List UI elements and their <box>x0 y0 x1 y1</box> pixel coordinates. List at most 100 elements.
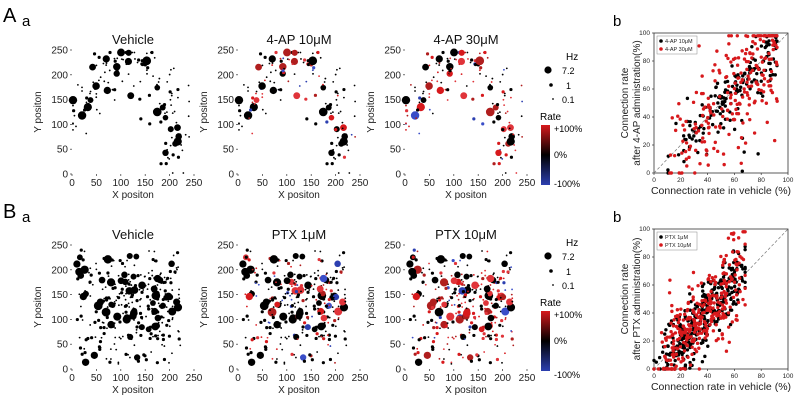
data-point <box>683 149 688 154</box>
neuron-point <box>159 288 162 291</box>
neuron-point <box>479 72 481 75</box>
neuron-point <box>247 319 250 321</box>
neuron-point <box>430 318 434 322</box>
x-axis-label: X positon <box>278 385 320 396</box>
neuron-point <box>162 149 169 157</box>
neuron-point <box>421 282 424 285</box>
data-point <box>739 135 744 140</box>
neuron-point <box>322 297 326 301</box>
neuron-point <box>79 292 88 301</box>
neuron-point <box>420 97 427 103</box>
data-point <box>660 340 664 344</box>
neuron-point <box>484 322 493 331</box>
neuron-point <box>499 156 502 159</box>
neuron-point <box>279 312 288 321</box>
neuron-point <box>507 124 514 131</box>
neuron-point <box>102 55 110 63</box>
neuron-point <box>121 80 124 83</box>
neuron-point <box>283 67 286 70</box>
data-point <box>728 305 732 309</box>
data-point <box>682 346 687 350</box>
neuron-point <box>460 73 463 76</box>
neuron-point <box>294 306 297 308</box>
neuron-point <box>328 316 331 319</box>
neuron-point <box>498 306 501 309</box>
neuron-point <box>491 77 494 80</box>
neuron-point <box>433 336 436 339</box>
data-point <box>717 94 722 99</box>
neuron-point <box>118 336 121 339</box>
data-point <box>732 86 737 91</box>
neuron-point <box>339 298 347 306</box>
neuron-point <box>164 293 167 295</box>
neuron-point <box>124 352 128 356</box>
neuron-point <box>68 95 78 105</box>
data-point <box>690 345 694 349</box>
neuron-point <box>78 293 81 296</box>
neuron-point <box>168 325 171 328</box>
neuron-point <box>468 328 471 331</box>
neuron-point <box>333 318 337 323</box>
neuron-point <box>479 288 482 291</box>
data-point <box>761 94 765 98</box>
data-point <box>702 310 706 315</box>
neuron-point <box>102 62 105 65</box>
data-point <box>672 339 676 343</box>
neuron-point <box>142 289 145 291</box>
neuron-point <box>510 266 513 269</box>
data-point <box>667 352 672 357</box>
y-axis-label: after PTX administration(%) <box>632 238 643 361</box>
neuron-point <box>445 259 448 262</box>
y-tick-label: 50 <box>390 340 402 351</box>
data-point <box>722 162 726 167</box>
neuron-point <box>510 337 514 341</box>
neuron-point <box>492 120 496 124</box>
data-point <box>719 279 723 283</box>
neuron-point <box>181 149 184 152</box>
neuron-point <box>495 304 498 307</box>
neuron-point <box>290 298 293 301</box>
neuron-point <box>490 334 492 337</box>
neuron-point <box>263 318 267 322</box>
data-point <box>720 291 724 296</box>
neuron-point <box>272 306 275 308</box>
neuron-point <box>299 354 307 361</box>
data-point <box>749 84 754 88</box>
neuron-point <box>467 290 469 293</box>
neuron-point <box>261 268 264 271</box>
data-point <box>734 293 739 297</box>
neuron-point <box>423 351 431 359</box>
neuron-point <box>127 92 135 100</box>
neuron-point <box>148 122 152 126</box>
neuron-point <box>166 293 174 301</box>
neuron-point <box>180 144 183 146</box>
data-point <box>691 270 696 275</box>
data-point <box>720 295 724 299</box>
neuron-point <box>295 280 298 283</box>
neuron-point <box>127 353 130 356</box>
neuron-point <box>115 69 119 73</box>
neuron-point <box>414 86 416 89</box>
data-point <box>731 295 736 300</box>
neuron-point <box>296 284 299 286</box>
neuron-point <box>139 274 142 276</box>
data-point <box>696 150 700 155</box>
neuron-point <box>130 293 135 297</box>
data-point <box>704 119 708 123</box>
x-axis-label: X positon <box>445 190 487 201</box>
y-tick-label: 0 <box>395 170 401 181</box>
x-tick-label: 50 <box>424 373 436 384</box>
neuron-point <box>457 298 460 301</box>
neuron-point <box>97 318 101 322</box>
data-point <box>664 358 668 362</box>
neuron-point <box>502 98 505 101</box>
data-point <box>743 303 747 307</box>
neuron-point <box>405 122 407 125</box>
neuron-point <box>456 294 458 297</box>
neuron-point <box>412 248 416 252</box>
neuron-point <box>83 351 87 355</box>
neuron-point <box>161 321 164 324</box>
data-point <box>741 74 745 78</box>
